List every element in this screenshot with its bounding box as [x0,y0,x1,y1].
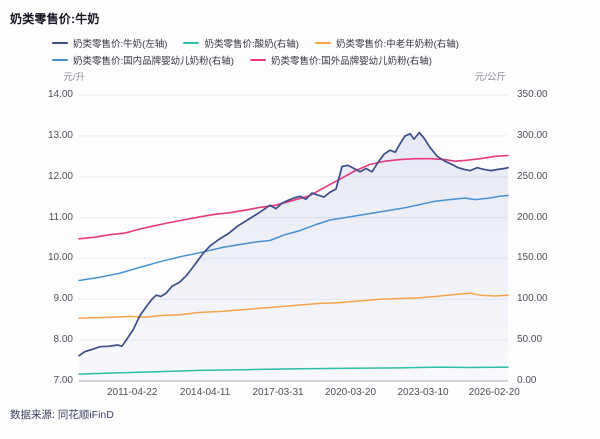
y-axis-left-tick-label: 8.00 [53,334,73,346]
series-line [78,194,509,282]
legend-swatch-icon [52,41,68,44]
y-axis-left-tick-label: 7.00 [53,375,73,386]
right-axis-unit: 元/公斤 [474,72,506,83]
y-axis-left-tick-label: 13.00 [47,129,73,141]
legend-item-label: 奶类零售价:牛奶(左轴) [73,38,168,50]
x-axis-tick-label: 2020-03-20 [324,387,377,398]
legend-row-1: 奶类零售价:牛奶(左轴) 奶类零售价:酸奶(右轴) 奶类零售价:中老年奶粉(右轴) [52,34,572,51]
y-axis-left-tick-label: 11.00 [48,211,73,223]
legend-swatch-icon [183,41,200,44]
y-axis-right-tick-label: 300.00 [517,129,548,141]
series-line [78,131,509,357]
y-axis-right-tick-label: 150.00 [517,252,548,264]
y-axis-right-tick-label: 350.00 [517,89,548,100]
y-axis-left-tick-label: 9.00 [53,293,73,305]
series-line [78,366,509,375]
chart-title: 奶类零售价:牛奶 [10,12,100,26]
y-axis-right-tick-label: 100.00 [517,293,548,305]
y-axis-right-tick-label: 250.00 [517,170,548,182]
legend-item-label: 奶类零售价:中老年奶粉(右轴) [335,38,459,50]
x-axis-tick-label: 2014-04-11 [179,387,231,398]
legend-row-2: 奶类零售价:国内品牌婴幼儿奶粉(右轴) 奶类零售价:国外品牌婴幼儿奶粉(右轴) [52,51,572,68]
series-line [78,292,509,319]
legend-swatch-icon [314,41,331,44]
legend-item-label: 奶类零售价:国外品牌婴幼儿奶粉(右轴) [270,55,432,67]
legend-item-label: 奶类零售价:酸奶(右轴) [204,38,299,50]
series-area-fill [79,132,508,381]
y-axis-left-tick-label: 12.00 [47,170,73,182]
legend-item-1[interactable]: 奶类零售价:酸奶(右轴) [183,36,299,50]
y-axis-left-tick-label: 14.00 [47,89,73,100]
legend: 奶类零售价:牛奶(左轴) 奶类零售价:酸奶(右轴) 奶类零售价:中老年奶粉(右轴) … [52,34,572,68]
y-axis-right-tick-label: 50.00 [517,334,543,346]
x-axis-tick-label: 2023-03-10 [397,387,449,398]
legend-swatch-icon [249,58,266,61]
y-axis-right-tick-label: 200.00 [517,211,548,223]
y-axis-right-tick-label: 0.00 [517,375,537,386]
legend-item-label: 奶类零售价:国内品牌婴幼儿奶粉(右轴) [73,55,234,67]
legend-swatch-icon [52,58,68,61]
x-axis-tick-label: 2026-02-20 [468,387,520,398]
legend-item-4[interactable]: 奶类零售价:国外品牌婴幼儿奶粉(右轴) [249,53,432,67]
x-axis-tick-label: 2011-04-22 [106,387,158,398]
series-line [78,154,509,240]
y-axis-left-tick-label: 10.00 [47,252,73,264]
legend-item-3[interactable]: 奶类零售价:国内品牌婴幼儿奶粉(右轴) [52,53,234,67]
x-axis-tick-label: 2017-03-31 [252,387,304,398]
left-axis-unit: 元/升 [63,72,85,83]
legend-item-0[interactable]: 奶类零售价:牛奶(左轴) [52,36,167,50]
data-source-label: 数据来源: 同花顺iFinD [10,409,114,421]
legend-item-2[interactable]: 奶类零售价:中老年奶粉(右轴) [314,36,459,50]
